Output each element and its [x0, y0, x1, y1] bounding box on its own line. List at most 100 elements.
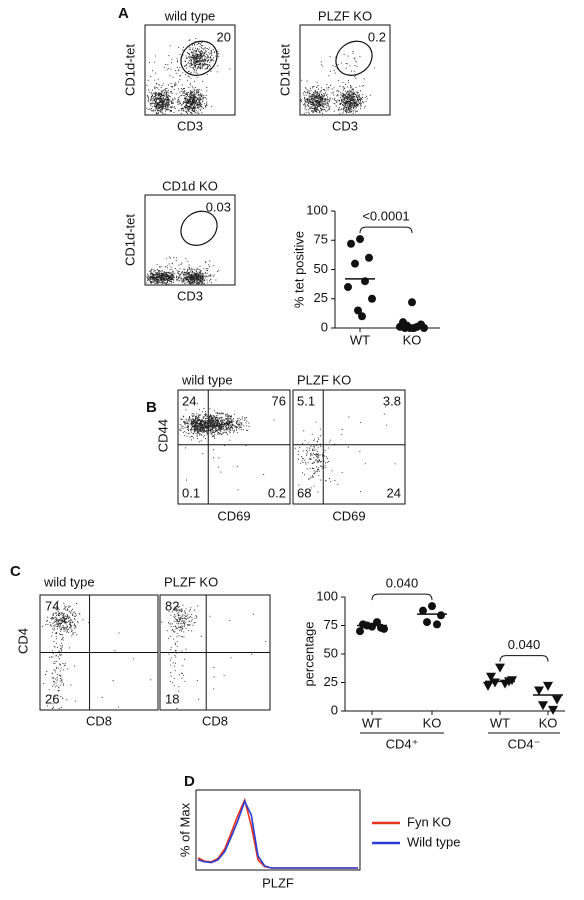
event-dot	[316, 451, 318, 453]
event-dot	[346, 86, 348, 88]
event-dot	[51, 677, 53, 679]
event-dot	[202, 107, 205, 110]
event-dot	[225, 424, 227, 426]
event-dot	[65, 615, 67, 617]
event-dot	[163, 278, 165, 280]
event-dot	[204, 55, 206, 57]
event-dot	[72, 633, 74, 635]
event-dot	[73, 625, 75, 627]
event-dot	[220, 413, 222, 415]
event-dot	[199, 98, 201, 100]
event-dot	[61, 634, 63, 636]
event-dot	[170, 614, 172, 616]
event-dot	[227, 414, 229, 416]
event-dot	[317, 106, 319, 108]
event-dot	[191, 270, 193, 272]
event-dot	[166, 87, 168, 89]
event-dot	[238, 420, 240, 422]
event-dot	[158, 106, 161, 109]
event-dot	[337, 89, 339, 91]
event-dot	[312, 104, 315, 106]
event-dot	[170, 68, 172, 70]
event-dot	[60, 630, 62, 632]
event-dot	[58, 654, 60, 656]
event-dot	[157, 104, 159, 106]
event-dot	[149, 103, 151, 105]
event-dot	[153, 270, 155, 272]
event-dot	[193, 109, 195, 111]
event-dot	[198, 66, 200, 68]
event-dot	[312, 112, 314, 114]
event-dot	[188, 101, 190, 103]
event-dot	[75, 614, 78, 616]
event-dot	[342, 96, 344, 98]
event-dot	[180, 278, 182, 280]
event-dot	[202, 80, 204, 82]
event-dot	[207, 60, 209, 62]
event-dot	[196, 61, 198, 63]
event-dot	[195, 425, 197, 427]
event-dot	[364, 97, 366, 99]
event-dot	[210, 57, 212, 59]
event-dot	[74, 611, 76, 613]
event-dot	[167, 103, 169, 105]
event-dot	[209, 408, 211, 410]
event-dot	[314, 103, 316, 105]
event-dot	[202, 51, 204, 53]
event-dot	[300, 462, 302, 464]
event-dot	[210, 421, 212, 423]
x-axis-label: CD69	[332, 508, 365, 523]
event-dot	[180, 263, 182, 265]
event-dot	[306, 104, 308, 106]
event-dot	[60, 667, 62, 669]
event-dot	[67, 614, 69, 617]
event-dot	[70, 619, 72, 621]
event-dot	[188, 110, 190, 112]
event-dot	[322, 106, 324, 108]
event-dot	[187, 75, 189, 77]
event-dot	[146, 282, 148, 284]
event-dot	[68, 610, 70, 612]
event-dot	[196, 420, 198, 423]
event-dot	[69, 605, 71, 608]
event-dot	[208, 59, 210, 61]
event-dot	[184, 611, 186, 613]
event-dot	[189, 90, 192, 92]
event-dot	[43, 682, 45, 684]
event-dot	[194, 428, 196, 430]
event-dot	[195, 86, 197, 88]
plot-title: PLZF KO	[318, 8, 372, 23]
event-dot	[198, 105, 200, 107]
event-dot	[212, 57, 215, 59]
panel-label: C	[10, 563, 21, 580]
event-dot	[348, 107, 350, 110]
event-dot	[307, 102, 310, 105]
event-dot	[153, 275, 155, 277]
event-dot	[184, 610, 186, 612]
event-dot	[310, 101, 312, 103]
event-dot	[177, 88, 179, 90]
event-dot	[310, 455, 312, 457]
event-dot	[182, 72, 184, 74]
event-dot	[312, 448, 314, 450]
event-dot	[227, 423, 229, 425]
event-dot	[149, 279, 151, 281]
event-dot	[163, 271, 165, 273]
event-dot	[176, 61, 178, 63]
event-dot	[195, 282, 197, 284]
event-dot	[190, 418, 192, 420]
event-dot	[216, 414, 218, 416]
event-dot	[187, 617, 189, 619]
event-dot	[191, 619, 193, 621]
event-dot	[167, 64, 169, 66]
event-dot	[191, 100, 193, 102]
event-dot	[202, 61, 204, 63]
event-dot	[199, 52, 201, 54]
event-dot	[153, 279, 155, 281]
event-dot	[169, 110, 171, 112]
event-dot	[160, 87, 162, 89]
event-dot	[165, 109, 167, 111]
event-dot	[165, 64, 167, 66]
event-dot	[156, 269, 159, 271]
event-dot	[328, 100, 330, 102]
